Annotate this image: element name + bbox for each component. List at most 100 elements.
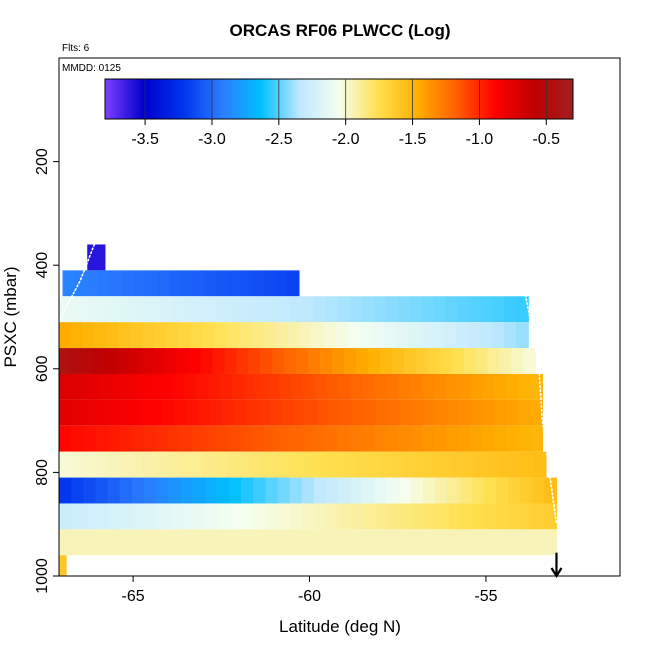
heatmap-cell bbox=[411, 399, 425, 426]
heatmap-cell bbox=[532, 503, 545, 530]
heatmap-cell bbox=[399, 399, 413, 426]
heatmap-cell bbox=[102, 399, 116, 426]
heatmap-cell bbox=[455, 322, 469, 349]
heatmap-cell bbox=[431, 322, 445, 349]
heatmap-cell bbox=[215, 322, 228, 349]
heatmap-cell bbox=[296, 451, 309, 478]
heatmap-cell bbox=[180, 477, 194, 504]
heatmap-cell bbox=[181, 503, 195, 530]
heatmap-cell bbox=[145, 503, 158, 530]
heatmap-cell bbox=[435, 399, 448, 426]
heatmap-cell bbox=[133, 529, 146, 556]
heatmap-cell bbox=[373, 425, 386, 452]
heatmap-cell bbox=[251, 270, 265, 297]
heatmap-cell bbox=[312, 425, 326, 452]
heatmap-cell bbox=[171, 296, 184, 323]
heatmap-cell bbox=[371, 322, 385, 349]
heatmap-cell bbox=[504, 322, 517, 349]
axes: -65 -60 -55 200 400 600 800 1000 bbox=[34, 148, 497, 605]
heatmap-cell bbox=[338, 529, 352, 556]
heatmap-cell bbox=[216, 477, 230, 504]
heatmap-cell bbox=[450, 451, 464, 478]
heatmap-cell bbox=[339, 373, 352, 400]
heatmap-cell bbox=[302, 503, 316, 530]
heatmap-cell bbox=[518, 425, 531, 452]
heatmap-cell bbox=[94, 322, 108, 349]
heatmap-cell bbox=[225, 451, 238, 478]
heatmap-cell bbox=[157, 503, 170, 530]
heatmap-cell bbox=[188, 348, 201, 374]
y-tick-label: 200 bbox=[34, 148, 51, 175]
heatmap-cell bbox=[121, 270, 135, 297]
x-tick-label: -65 bbox=[122, 588, 145, 605]
heatmap-cell bbox=[70, 451, 84, 478]
heatmap-cell bbox=[435, 477, 448, 504]
x-axis-label: Latitude (deg N) bbox=[279, 617, 401, 636]
heatmap-cell bbox=[447, 529, 461, 556]
heatmap-cell bbox=[192, 477, 206, 504]
heatmap-cell bbox=[248, 348, 261, 374]
heatmap-cell bbox=[470, 373, 484, 400]
heatmap-cell bbox=[313, 296, 327, 323]
heatmap-cell bbox=[386, 477, 400, 504]
heatmap-cell bbox=[94, 451, 108, 478]
heatmap-cell bbox=[228, 477, 242, 504]
heatmap-cell bbox=[281, 399, 294, 426]
heatmap-cell bbox=[458, 373, 472, 400]
heatmap-cell bbox=[147, 296, 160, 323]
heatmap-cell bbox=[59, 477, 72, 504]
heatmap-cell bbox=[142, 322, 156, 349]
heatmap-cell bbox=[516, 296, 529, 323]
heatmap-cell bbox=[123, 373, 137, 400]
heatmap-cell bbox=[316, 399, 330, 426]
heatmap-cell bbox=[544, 529, 558, 556]
heatmap-cell bbox=[480, 296, 494, 323]
heatmap-cell bbox=[499, 348, 512, 374]
heatmap-cell bbox=[439, 451, 452, 478]
heatmap-cell bbox=[71, 477, 84, 504]
heatmap-cell bbox=[530, 399, 543, 426]
heatmap-cell bbox=[480, 322, 493, 349]
heatmap-cell bbox=[249, 451, 262, 478]
heatmap-cell bbox=[59, 451, 72, 478]
heatmap-cell bbox=[111, 296, 124, 323]
heatmap-cell bbox=[522, 451, 535, 478]
heatmap-cell bbox=[240, 425, 253, 452]
heatmap-cell bbox=[292, 399, 306, 426]
heatmap-cell bbox=[287, 270, 300, 297]
heatmap-cell bbox=[74, 270, 87, 297]
colorbar-tick-label: -3.5 bbox=[131, 131, 159, 148]
heatmap-cell bbox=[217, 503, 231, 530]
heatmap-cell bbox=[349, 425, 362, 452]
heatmap-cell bbox=[165, 451, 179, 478]
heatmap-cell bbox=[96, 503, 110, 530]
heatmap-cell bbox=[504, 296, 517, 323]
heatmap-cell bbox=[328, 399, 342, 426]
heatmap-cell bbox=[106, 451, 119, 478]
heatmap-cell bbox=[385, 425, 398, 452]
heatmap-cell bbox=[152, 348, 166, 374]
heatmap-cell bbox=[399, 529, 412, 556]
heatmap-cell bbox=[403, 451, 416, 478]
heatmap-cell bbox=[92, 348, 106, 374]
heatmap-cell bbox=[277, 477, 291, 504]
heatmap-cell bbox=[227, 322, 240, 349]
heatmap-cell bbox=[483, 529, 497, 556]
heatmap-cell bbox=[95, 477, 109, 504]
heatmap-cell bbox=[260, 451, 274, 478]
heatmap-cell bbox=[337, 296, 351, 323]
heatmap-cell bbox=[145, 529, 158, 556]
heatmap-cell bbox=[373, 296, 386, 323]
heatmap-cell bbox=[174, 399, 187, 426]
heatmap-cell bbox=[164, 348, 178, 374]
heatmap-cell bbox=[176, 348, 190, 374]
heatmap-cell bbox=[59, 296, 65, 323]
heatmap-cell bbox=[233, 399, 247, 426]
heatmap-cell bbox=[511, 348, 524, 374]
heatmap-cell bbox=[190, 322, 204, 349]
flight-track-ascent bbox=[523, 290, 558, 525]
heatmap-cell bbox=[99, 296, 113, 323]
heatmap-cell bbox=[121, 503, 134, 530]
heatmap-cell bbox=[506, 373, 520, 400]
heatmap-cell bbox=[445, 425, 459, 452]
